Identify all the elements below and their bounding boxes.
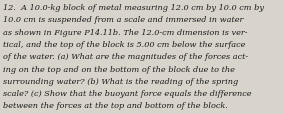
Text: tical, and the top of the block is 5.00 cm below the surface: tical, and the top of the block is 5.00 … bbox=[3, 41, 246, 49]
Text: of the water. (a) What are the magnitudes of the forces act-: of the water. (a) What are the magnitude… bbox=[3, 53, 248, 61]
Text: ing on the top and on the bottom of the block due to the: ing on the top and on the bottom of the … bbox=[3, 65, 235, 73]
Text: 10.0 cm is suspended from a scale and immersed in water: 10.0 cm is suspended from a scale and im… bbox=[3, 16, 244, 24]
Text: scale? (c) Show that the buoyant force equals the difference: scale? (c) Show that the buoyant force e… bbox=[3, 89, 252, 97]
Text: surrounding water? (b) What is the reading of the spring: surrounding water? (b) What is the readi… bbox=[3, 77, 239, 85]
Text: as shown in Figure P14.11b. The 12.0-cm dimension is ver-: as shown in Figure P14.11b. The 12.0-cm … bbox=[3, 28, 248, 36]
Text: between the forces at the top and bottom of the block.: between the forces at the top and bottom… bbox=[3, 102, 228, 110]
Text: 12.  A 10.0-kg block of metal measuring 12.0 cm by 10.0 cm by: 12. A 10.0-kg block of metal measuring 1… bbox=[3, 4, 264, 12]
